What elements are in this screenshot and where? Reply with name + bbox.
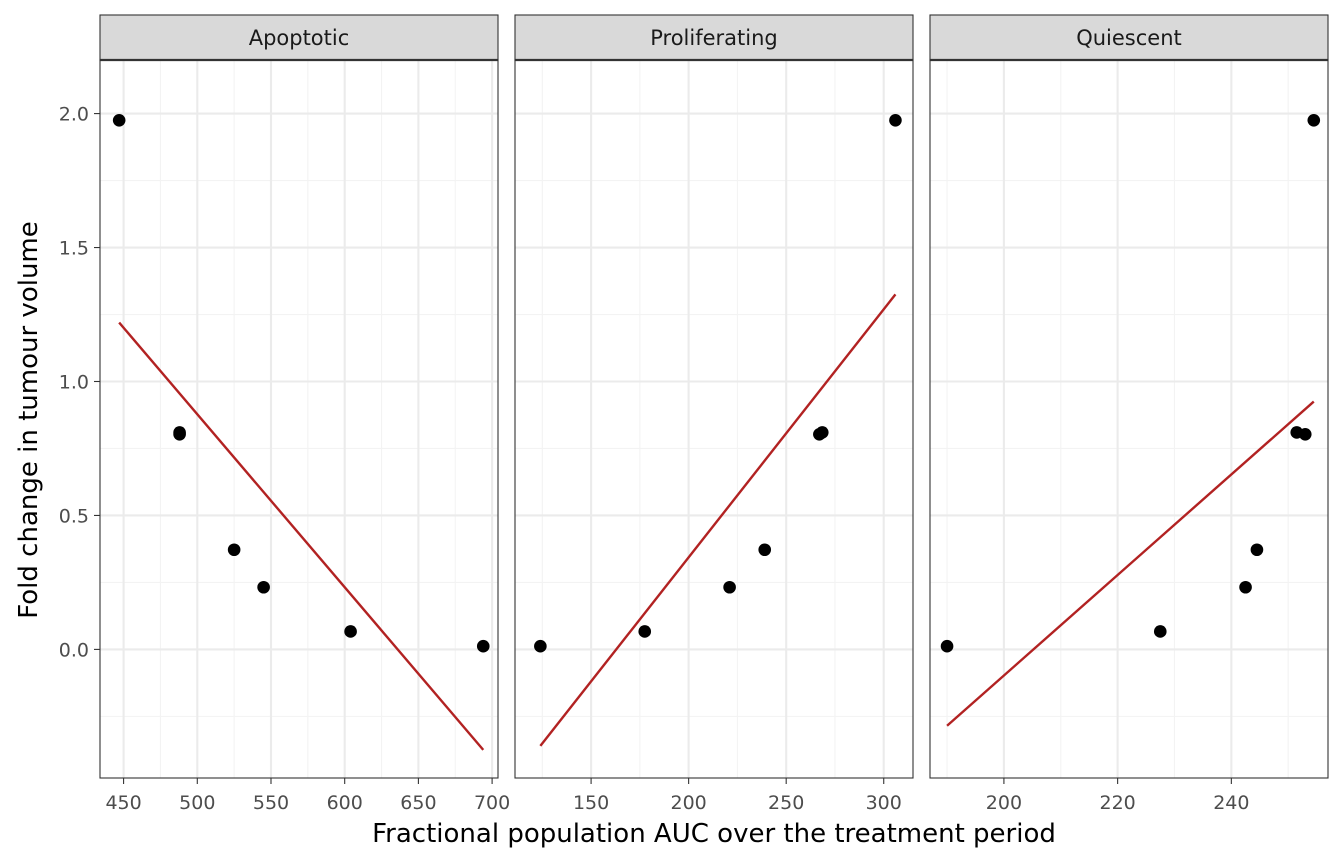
x-tick-label: 220	[1099, 792, 1135, 814]
facet-strip-label: Proliferating	[650, 26, 778, 50]
data-point	[1298, 427, 1312, 441]
regression-line	[539, 293, 897, 747]
regression-line	[946, 400, 1315, 727]
x-tick-label: 240	[1213, 792, 1249, 814]
x-tick-label: 200	[671, 792, 707, 814]
y-tick-label: 1.5	[59, 238, 89, 260]
facet-strip	[99, 14, 499, 61]
data-point	[1307, 113, 1321, 127]
x-tick-label: 550	[253, 792, 289, 814]
y-tick-label: 1.0	[59, 371, 89, 393]
data-point	[112, 113, 126, 127]
facet-strip	[929, 14, 1329, 61]
facet-panel-proliferating: Proliferating 150 200 250 300	[514, 14, 914, 814]
facet-strip-label: Apoptotic	[249, 26, 350, 50]
y-tick-label: 2.0	[59, 104, 89, 126]
data-point	[1250, 543, 1264, 557]
x-tick-label: 650	[400, 792, 436, 814]
x-tick-label: 150	[573, 792, 609, 814]
panel-background	[515, 60, 913, 778]
data-point	[1153, 625, 1167, 638]
data-point	[815, 426, 829, 439]
data-point	[534, 639, 547, 653]
data-point	[940, 639, 954, 653]
panels-layer: Apoptotic 450 500 550 600 650 700 0.0 0.5 1.0 1.5 2…	[59, 14, 1329, 814]
y-tick-label: 0.0	[59, 639, 89, 661]
data-point	[758, 543, 772, 557]
x-tick-label: 600	[327, 792, 363, 814]
data-point	[723, 580, 736, 594]
x-tick-label: 300	[866, 792, 902, 814]
x-tick-label: 250	[768, 792, 804, 814]
data-point	[1239, 580, 1252, 594]
regression-line	[118, 321, 485, 751]
y-tick-label: 0.5	[59, 505, 89, 527]
y-axis-title: Fold change in tumour volume	[14, 221, 44, 619]
facet-strip-label: Quiescent	[1076, 26, 1182, 50]
facet-panel-apoptotic: Apoptotic 450 500 550 600 650 700 0.0 0.5 1.0 1.5 2…	[59, 14, 510, 814]
data-point	[173, 427, 186, 441]
x-tick-label: 500	[179, 792, 215, 814]
x-tick-label: 700	[474, 792, 510, 814]
data-point	[257, 580, 270, 594]
facet-strip	[514, 14, 914, 61]
panel-background	[100, 60, 498, 778]
facet-panel-quiescent: Quiescent 200 220 240	[929, 14, 1329, 814]
panel-background	[930, 60, 1328, 778]
data-point	[227, 543, 241, 557]
data-point	[889, 113, 902, 127]
data-point	[344, 625, 357, 638]
data-point	[476, 639, 490, 653]
x-axis-title: Fractional population AUC over the treat…	[372, 819, 1056, 849]
x-tick-label: 450	[105, 792, 141, 814]
data-point	[638, 625, 652, 638]
x-tick-label: 200	[986, 792, 1022, 814]
